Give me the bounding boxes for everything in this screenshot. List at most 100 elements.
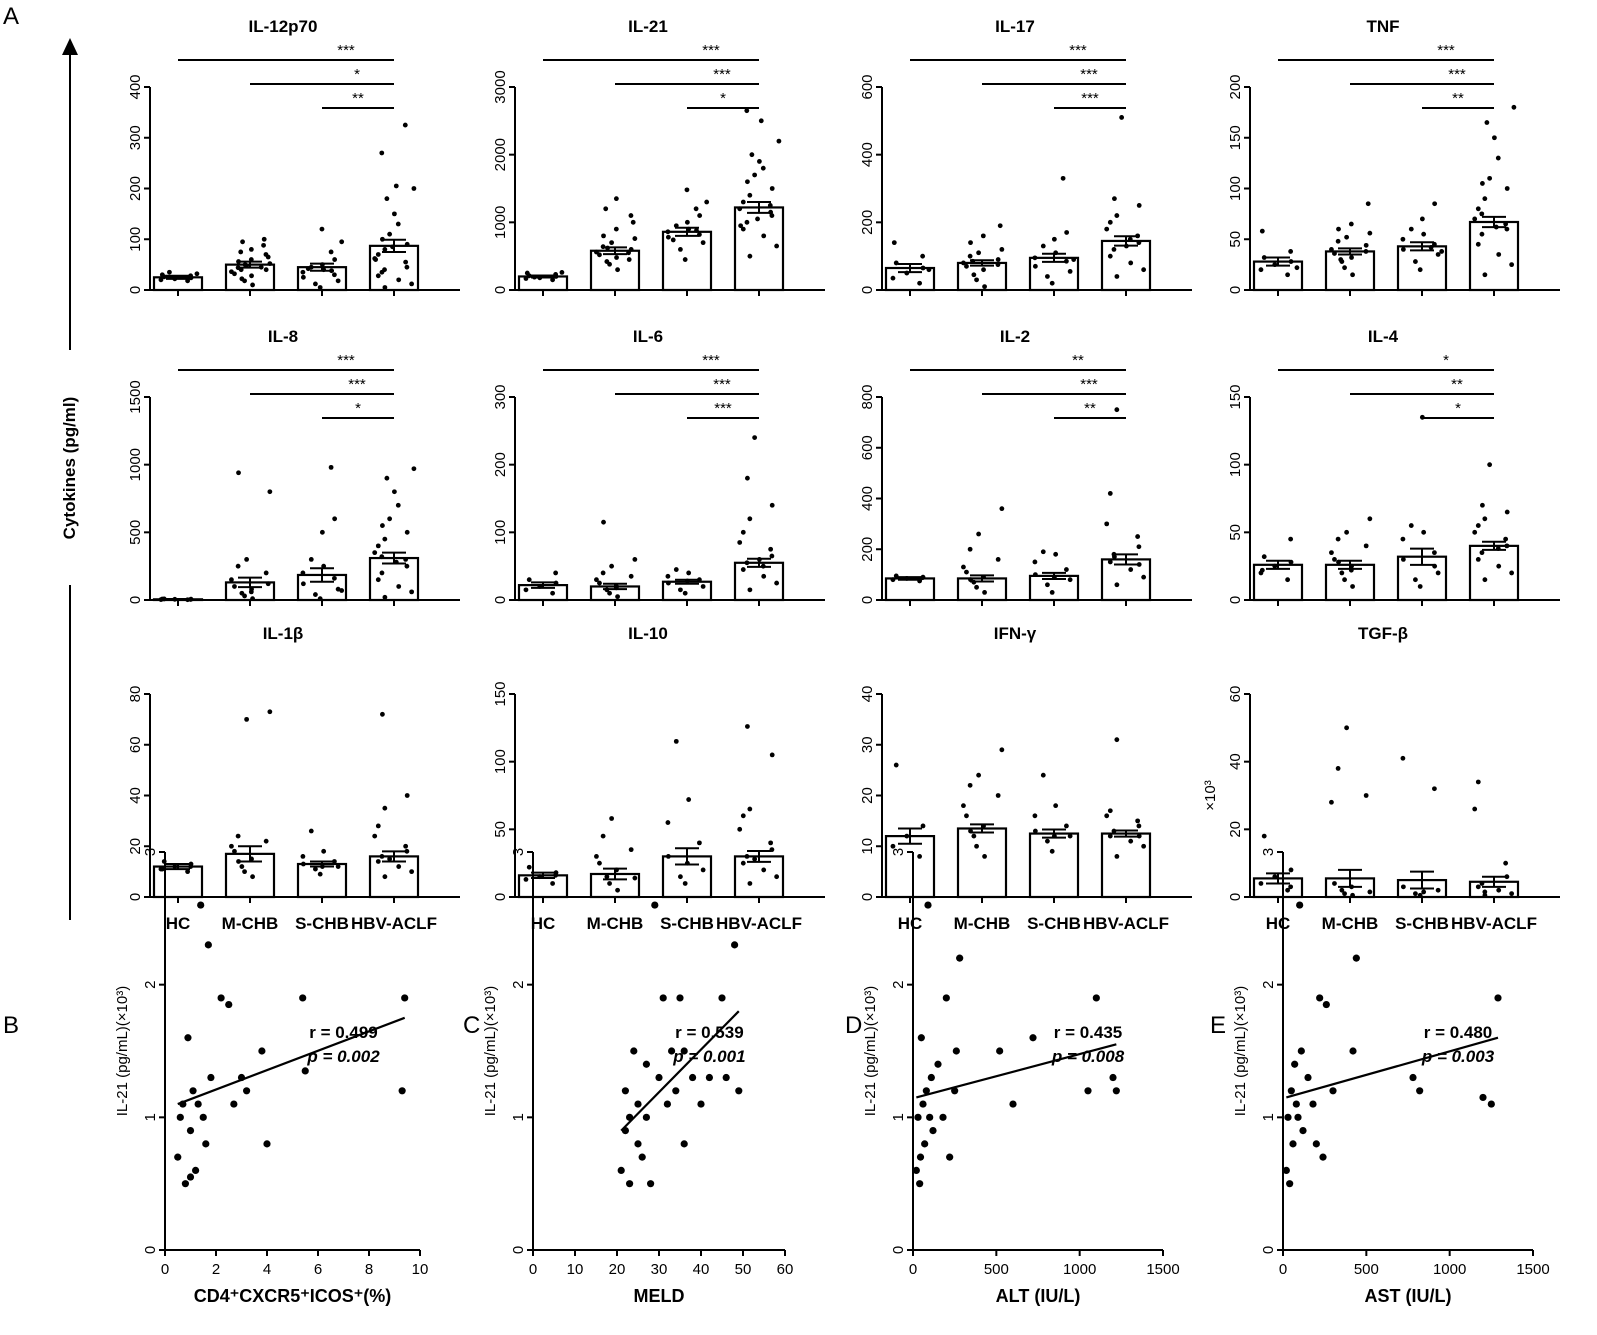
bar-hbv-aclf <box>1468 220 1520 292</box>
data-point <box>404 793 410 798</box>
data-point <box>1472 529 1478 535</box>
bar-hc <box>152 865 204 899</box>
data-point <box>300 861 306 867</box>
data-point <box>976 531 982 537</box>
data-point <box>249 273 254 279</box>
data-point <box>382 805 388 811</box>
data-point <box>372 550 378 556</box>
significance-label: * <box>1443 352 1449 369</box>
y-tick-label: 150 <box>1227 125 1244 150</box>
data-point <box>1480 181 1485 186</box>
data-point <box>1509 891 1515 897</box>
data-point <box>609 816 615 821</box>
scatter-point <box>174 1153 182 1161</box>
data-point <box>752 435 758 440</box>
data-point <box>1482 196 1488 202</box>
y-tick-label: 200 <box>859 210 876 235</box>
data-point <box>980 233 986 239</box>
data-point <box>332 516 338 522</box>
data-point <box>760 165 766 171</box>
data-point <box>893 260 899 266</box>
scatter-point <box>1282 1166 1290 1174</box>
data-point <box>626 257 632 262</box>
data-point <box>300 581 306 587</box>
bar-panel-11: IFN-γ 0 10 20 30 40 HC M-CHB S-CHB HBV-ACLF <box>859 624 1192 933</box>
data-point <box>232 584 237 589</box>
scatter-point <box>1316 994 1324 1002</box>
y-tick-label: 40 <box>859 686 876 703</box>
data-point <box>1484 120 1490 125</box>
bar-hbv-aclf <box>733 206 785 292</box>
data-point <box>1482 577 1488 583</box>
y-tick-label: 0 <box>127 286 144 294</box>
data-point <box>1413 891 1418 897</box>
data-point <box>300 269 306 275</box>
data-point <box>1350 584 1355 589</box>
y-tick-label: 0 <box>492 596 509 604</box>
data-point <box>1258 881 1264 886</box>
data-point <box>1064 230 1070 235</box>
scatter-point <box>934 1060 942 1068</box>
scatter-point <box>621 1087 630 1095</box>
y-tick-label: 1000 <box>492 206 509 239</box>
scatter-point <box>718 994 726 1002</box>
data-point <box>745 724 750 729</box>
data-point <box>967 782 973 788</box>
x-axis-label: AST (IU/L) <box>1365 1286 1452 1306</box>
scatter-point <box>1494 994 1502 1002</box>
data-point <box>774 580 780 586</box>
data-point <box>1114 854 1120 859</box>
data-point <box>628 247 634 252</box>
data-point <box>321 848 327 854</box>
scatter-point <box>1322 1000 1330 1009</box>
scatter-point <box>1487 1100 1495 1108</box>
significance-label: *** <box>337 352 355 369</box>
data-point <box>1112 196 1117 202</box>
data-point <box>678 587 683 593</box>
scatter-point <box>199 1113 207 1121</box>
data-point <box>1285 887 1291 893</box>
y-tick-label: 0 <box>1227 286 1244 294</box>
data-point <box>684 219 690 225</box>
data-point <box>1400 536 1406 542</box>
data-point <box>523 276 529 281</box>
data-point <box>1421 889 1427 895</box>
data-point <box>372 833 378 839</box>
panel-label: E <box>1210 1012 1226 1039</box>
data-point <box>239 864 245 869</box>
data-point <box>1141 574 1147 580</box>
data-point <box>1071 257 1077 262</box>
data-point <box>1259 567 1265 573</box>
scatter-point <box>642 1060 651 1068</box>
data-point <box>1363 793 1369 798</box>
scatter-point <box>638 1153 646 1161</box>
panel-label: D <box>845 1012 862 1039</box>
data-point <box>1285 272 1291 278</box>
data-point <box>308 557 314 562</box>
data-point <box>665 234 671 240</box>
data-point <box>1367 516 1373 522</box>
scatter-point <box>676 994 684 1002</box>
data-point <box>1475 779 1481 785</box>
data-point <box>755 216 760 222</box>
data-point <box>1363 543 1369 549</box>
scatter-point <box>647 1180 655 1188</box>
scatter-point <box>680 1140 688 1148</box>
data-point <box>665 573 671 579</box>
panel-title: TGF-β <box>1358 624 1408 643</box>
scatter-point <box>1112 1087 1120 1095</box>
data-point <box>982 854 987 859</box>
y-tick-label: 100 <box>127 227 144 252</box>
significance-label: *** <box>1080 376 1098 393</box>
data-point <box>380 711 385 717</box>
x-tick-label: 6 <box>314 1261 322 1278</box>
data-point <box>601 519 606 525</box>
scatter-point <box>176 1113 184 1121</box>
data-point <box>613 226 619 232</box>
data-point <box>904 833 910 839</box>
data-point <box>1479 231 1485 237</box>
scatter-point <box>1284 1113 1292 1121</box>
y-tick-label: 3000 <box>492 70 509 103</box>
scatter-point <box>1349 1047 1357 1055</box>
